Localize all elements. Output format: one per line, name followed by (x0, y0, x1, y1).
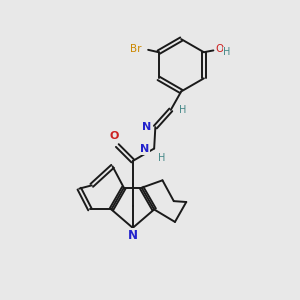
Text: N: N (128, 229, 138, 242)
Text: H: H (179, 105, 187, 115)
Text: H: H (158, 153, 166, 163)
Text: O: O (110, 131, 119, 141)
Text: Br: Br (130, 44, 141, 54)
Text: H: H (223, 47, 231, 57)
Text: N: N (142, 122, 151, 131)
Text: N: N (140, 144, 149, 154)
Text: O: O (215, 44, 224, 54)
